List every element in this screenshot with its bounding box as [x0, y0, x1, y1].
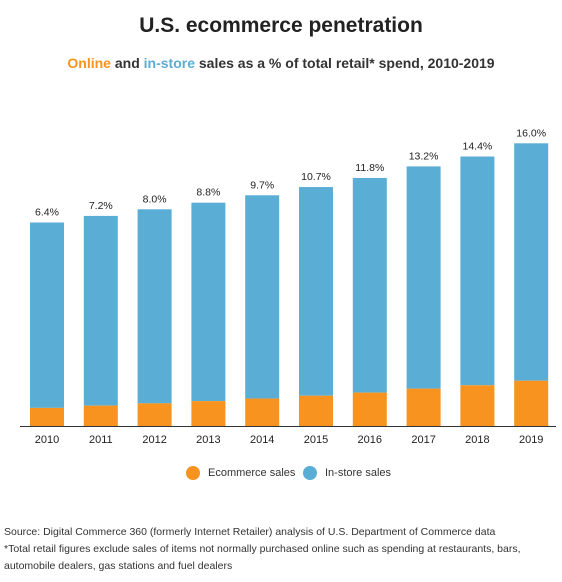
legend-label-ecommerce: Ecommerce sales — [208, 467, 296, 479]
bar-ecommerce-2011 — [83, 405, 118, 426]
x-tick-2019: 2019 — [519, 434, 543, 446]
bar-ecommerce-2012 — [137, 403, 172, 426]
stacked-bar-chart: 6.4% 2010 7.2% 2011 8.0% 2012 8.8% 2013 9.7% 2014… — [20, 127, 556, 446]
footnote-line-2: automobile dealers, gas stations and fue… — [4, 560, 233, 572]
data-label-2017: 13.2% — [409, 150, 439, 162]
chart-title: U.S. ecommerce penetration — [139, 14, 423, 37]
subtitle-online: Online — [67, 55, 111, 71]
source-note: Source: Digital Commerce 360 (formerly I… — [4, 526, 496, 538]
x-tick-2014: 2014 — [250, 434, 274, 446]
legend-label-instore: In-store sales — [325, 467, 392, 479]
subtitle-and: and — [110, 55, 144, 71]
footnote-line-1: *Total retail figures exclude sales of i… — [4, 543, 521, 555]
bar-ecommerce-2018 — [460, 385, 495, 426]
legend-item-instore: In-store sales — [303, 466, 391, 480]
x-tick-2013: 2013 — [196, 434, 220, 446]
data-label-2011: 7.2% — [89, 200, 113, 212]
subtitle-instore: in-store — [143, 55, 195, 71]
bar-ecommerce-2017 — [406, 388, 441, 426]
bar-instore-2010 — [30, 222, 64, 408]
bar-instore-2012 — [137, 209, 172, 404]
bar-instore-2016 — [352, 177, 387, 393]
x-tick-2010: 2010 — [35, 434, 59, 446]
subtitle-rest: sales as a % of total retail* spend, 201… — [194, 55, 495, 71]
x-tick-2011: 2011 — [89, 434, 113, 446]
data-label-2014: 9.7% — [250, 179, 274, 191]
bar-ecommerce-2014 — [245, 398, 280, 426]
data-label-2019: 16.0% — [516, 127, 546, 139]
data-label-2012: 8.0% — [143, 193, 167, 205]
bar-ecommerce-2013 — [191, 401, 226, 426]
bar-instore-2017 — [406, 166, 441, 389]
x-tick-2018: 2018 — [465, 434, 489, 446]
legend-item-ecommerce: Ecommerce sales — [186, 466, 295, 480]
bar-instore-2011 — [83, 215, 118, 406]
bar-instore-2019 — [514, 143, 549, 381]
x-tick-2012: 2012 — [142, 434, 166, 446]
bar-ecommerce-2010 — [30, 407, 64, 426]
x-tick-2015: 2015 — [304, 434, 328, 446]
bar-ecommerce-2016 — [352, 392, 387, 426]
data-label-2010: 6.4% — [35, 207, 59, 219]
bar-instore-2014 — [245, 195, 280, 399]
bar-instore-2015 — [299, 187, 333, 396]
x-tick-2017: 2017 — [411, 434, 435, 446]
bar-instore-2013 — [191, 202, 226, 402]
chart-footer: Source: Digital Commerce 360 (formerly I… — [4, 524, 560, 575]
bar-instore-2018 — [460, 156, 495, 386]
legend-swatch-ecommerce — [186, 466, 200, 480]
chart-legend: Ecommerce sales In-store sales — [0, 466, 562, 486]
data-label-2016: 11.8% — [355, 162, 384, 174]
bar-ecommerce-2015 — [299, 395, 333, 426]
legend-swatch-instore — [303, 466, 317, 480]
bar-ecommerce-2019 — [514, 380, 549, 426]
data-label-2018: 14.4% — [463, 141, 493, 153]
data-label-2013: 8.8% — [196, 187, 220, 199]
chart-subtitle: Online and in-store sales as a % of tota… — [0, 55, 562, 71]
x-tick-2016: 2016 — [358, 434, 382, 446]
data-label-2015: 10.7% — [301, 171, 331, 183]
